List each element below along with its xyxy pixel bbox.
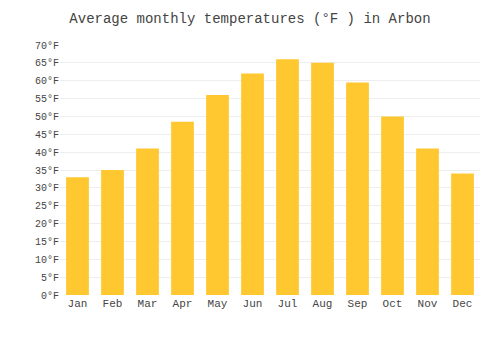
svg-text:Sep: Sep — [348, 298, 368, 310]
svg-text:30°F: 30°F — [35, 183, 59, 194]
svg-text:Oct: Oct — [383, 298, 403, 310]
svg-text:70°F: 70°F — [35, 41, 59, 52]
svg-text:10°F: 10°F — [35, 255, 59, 266]
svg-text:25°F: 25°F — [35, 201, 59, 212]
svg-text:Dec: Dec — [453, 298, 473, 310]
svg-text:Aug: Aug — [313, 298, 333, 310]
svg-text:20°F: 20°F — [35, 219, 59, 230]
svg-text:Mar: Mar — [138, 298, 158, 310]
svg-text:35°F: 35°F — [35, 166, 59, 177]
svg-text:40°F: 40°F — [35, 148, 59, 159]
svg-text:50°F: 50°F — [35, 112, 59, 123]
svg-text:Jan: Jan — [68, 298, 88, 310]
svg-text:15°F: 15°F — [35, 237, 59, 248]
svg-text:Feb: Feb — [103, 298, 123, 310]
svg-text:Apr: Apr — [173, 298, 193, 310]
svg-text:Jun: Jun — [243, 298, 263, 310]
svg-text:Average monthly temperatures (: Average monthly temperatures (°F ) in Ar… — [69, 11, 430, 27]
svg-text:60°F: 60°F — [35, 76, 59, 87]
svg-text:5°F: 5°F — [41, 273, 59, 284]
svg-text:0°F: 0°F — [41, 291, 59, 302]
svg-text:Nov: Nov — [418, 298, 438, 310]
svg-text:45°F: 45°F — [35, 130, 59, 141]
svg-text:Jul: Jul — [278, 298, 298, 310]
svg-text:65°F: 65°F — [35, 58, 59, 69]
svg-text:May: May — [208, 298, 228, 310]
svg-text:55°F: 55°F — [35, 94, 59, 105]
